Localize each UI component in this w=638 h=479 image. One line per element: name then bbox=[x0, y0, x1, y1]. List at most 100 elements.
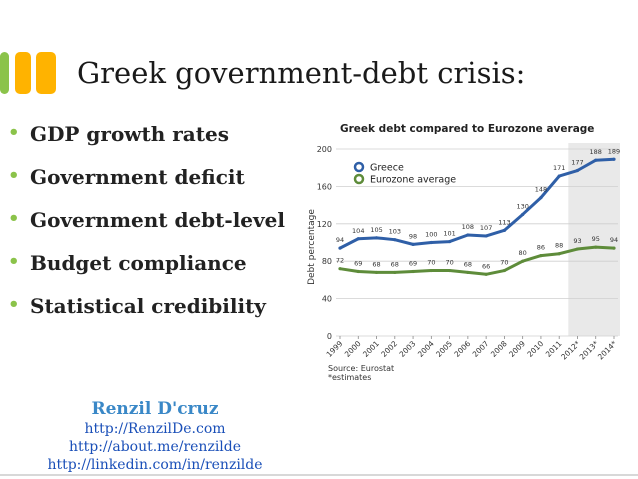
bullet-item: • Budget compliance bbox=[8, 251, 285, 294]
y-tick-label: 200 bbox=[317, 145, 332, 154]
x-tick-label: 2007 bbox=[471, 339, 491, 359]
author-name: Renzil D'cruz bbox=[91, 399, 219, 419]
y-tick-label: 160 bbox=[317, 182, 332, 191]
data-label: 94 bbox=[336, 236, 344, 244]
slide-title: Greek government-debt crisis: bbox=[77, 56, 526, 90]
data-point bbox=[429, 268, 433, 273]
data-label: 70 bbox=[445, 259, 453, 267]
y-tick-label: 40 bbox=[322, 295, 332, 304]
data-point bbox=[521, 212, 525, 217]
data-point bbox=[374, 270, 379, 275]
x-tick-label: 2003 bbox=[398, 339, 418, 359]
data-point bbox=[557, 252, 561, 256]
data-label: 177 bbox=[571, 159, 583, 167]
x-tick-label: 2012* bbox=[559, 339, 582, 362]
accent-bars bbox=[0, 52, 60, 94]
data-point bbox=[411, 269, 415, 274]
x-tick-label: 2009 bbox=[507, 339, 527, 359]
data-label: 107 bbox=[480, 224, 492, 232]
bullet-text: Government debt-level bbox=[30, 208, 285, 232]
data-label: 80 bbox=[519, 249, 527, 257]
y-tick-label: 120 bbox=[317, 220, 332, 229]
x-tick-label: 2000 bbox=[343, 339, 363, 359]
x-tick-label: 2005 bbox=[434, 339, 454, 359]
data-point bbox=[612, 246, 616, 250]
bullet-list: • GDP growth rates • Government deficit • G… bbox=[8, 122, 285, 337]
data-point bbox=[393, 270, 397, 275]
legend-marker-icon bbox=[353, 173, 365, 185]
data-point bbox=[429, 240, 433, 245]
data-label: 68 bbox=[372, 260, 380, 268]
data-point bbox=[539, 196, 543, 200]
data-label: 189 bbox=[608, 147, 620, 155]
data-label: 113 bbox=[498, 218, 510, 226]
data-label: 148 bbox=[535, 186, 547, 194]
data-label: 94 bbox=[610, 236, 618, 244]
author-credit: Renzil D'cruz http://RenzilDe.com http:/… bbox=[30, 398, 280, 474]
x-tick-label: 2006 bbox=[452, 339, 472, 359]
bullet-text: Statistical credibility bbox=[30, 294, 266, 318]
website-link[interactable]: http://RenzilDe.com bbox=[84, 421, 226, 437]
data-label: 98 bbox=[409, 232, 417, 240]
bullet-item: • GDP growth rates bbox=[8, 122, 285, 165]
chart-note: *estimates bbox=[328, 373, 371, 382]
y-tick-label: 0 bbox=[327, 332, 332, 341]
bullet-dot-icon: • bbox=[8, 294, 20, 315]
data-point bbox=[612, 157, 616, 161]
data-point bbox=[466, 233, 470, 237]
bullet-dot-icon: • bbox=[8, 165, 20, 186]
bullet-item: • Government debt-level bbox=[8, 208, 285, 251]
data-point bbox=[356, 237, 360, 241]
data-point bbox=[594, 245, 598, 249]
estimate-shading bbox=[568, 143, 620, 336]
chart-title: Greek debt compared to Eurozone average bbox=[340, 123, 594, 135]
legend-label: Greece bbox=[370, 163, 404, 174]
data-label: 70 bbox=[500, 259, 508, 267]
data-label: 101 bbox=[443, 230, 455, 238]
about-me-link[interactable]: http://about.me/renzilde bbox=[68, 439, 242, 455]
data-point bbox=[594, 158, 598, 162]
accent-bar-orange-1 bbox=[15, 52, 31, 94]
series-line-greece bbox=[339, 157, 615, 250]
x-tick-label: 1999 bbox=[325, 339, 345, 359]
data-label: 100 bbox=[425, 231, 437, 239]
data-point bbox=[448, 239, 452, 244]
accent-bar-orange-2 bbox=[36, 52, 56, 94]
data-point bbox=[374, 236, 379, 240]
chart-ylabel: Debt percentage bbox=[307, 209, 317, 285]
data-label: 104 bbox=[352, 227, 364, 235]
bullet-text: Budget compliance bbox=[30, 251, 247, 275]
data-label: 105 bbox=[370, 226, 382, 234]
data-point bbox=[575, 168, 580, 173]
data-point bbox=[521, 259, 525, 263]
bullet-dot-icon: • bbox=[8, 122, 20, 143]
data-label: 188 bbox=[590, 148, 602, 156]
linkedin-link[interactable]: http://linkedin.com/in/renzilde bbox=[47, 457, 263, 473]
bullet-dot-icon: • bbox=[8, 208, 20, 229]
data-point bbox=[466, 270, 470, 275]
data-label: 68 bbox=[464, 260, 472, 268]
legend-label: Eurozone average bbox=[370, 175, 456, 186]
x-tick-label: 2013* bbox=[578, 339, 601, 362]
data-point bbox=[575, 247, 580, 251]
bullet-text: Government deficit bbox=[30, 165, 245, 189]
data-point bbox=[448, 268, 452, 273]
x-tick-label: 2001 bbox=[361, 339, 381, 359]
data-label: 130 bbox=[516, 202, 528, 210]
bullet-text: GDP growth rates bbox=[30, 122, 229, 146]
data-point bbox=[484, 234, 488, 238]
data-label: 66 bbox=[482, 262, 490, 270]
accent-bar-green bbox=[0, 52, 9, 94]
data-label: 88 bbox=[555, 242, 563, 250]
data-label: 70 bbox=[427, 259, 435, 267]
data-label: 103 bbox=[389, 228, 401, 236]
x-tick-label: 2008 bbox=[489, 339, 509, 359]
data-label: 171 bbox=[553, 164, 565, 172]
data-label: 95 bbox=[592, 235, 600, 243]
data-label: 108 bbox=[462, 223, 474, 231]
legend-marker-icon bbox=[353, 161, 365, 173]
data-label: 68 bbox=[391, 260, 399, 268]
debt-chart: Greek debt compared to Eurozone average … bbox=[307, 123, 620, 382]
data-point bbox=[338, 246, 342, 250]
x-tick-label: 2010 bbox=[525, 339, 545, 359]
